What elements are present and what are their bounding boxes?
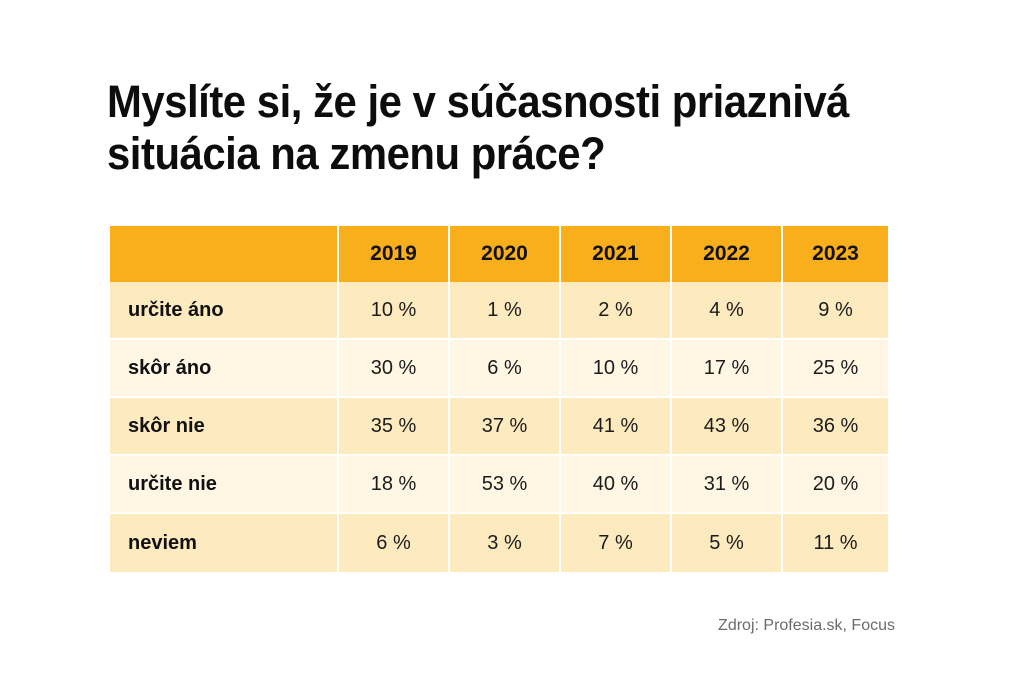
- table-cell: 6 %: [450, 340, 561, 398]
- table-cell: 41 %: [561, 398, 672, 456]
- header-year-2020: 2020: [450, 226, 561, 282]
- table-cell: 3 %: [450, 514, 561, 572]
- table-cell: 6 %: [339, 514, 450, 572]
- table-cell: 25 %: [783, 340, 888, 398]
- header-year-2019: 2019: [339, 226, 450, 282]
- row-label: neviem: [110, 514, 339, 572]
- table-cell: 18 %: [339, 456, 450, 514]
- table-header-row: 2019 2020 2021 2022 2023: [110, 226, 888, 282]
- table-cell: 40 %: [561, 456, 672, 514]
- table-cell: 35 %: [339, 398, 450, 456]
- table-cell: 9 %: [783, 282, 888, 340]
- table-row-urcite-nie: určite nie 18 % 53 % 40 % 31 % 20 %: [110, 456, 888, 514]
- table-row-skor-ano: skôr áno 30 % 6 % 10 % 17 % 25 %: [110, 340, 888, 398]
- table-cell: 31 %: [672, 456, 783, 514]
- table-cell: 30 %: [339, 340, 450, 398]
- table-cell: 36 %: [783, 398, 888, 456]
- table-cell: 53 %: [450, 456, 561, 514]
- table-cell: 11 %: [783, 514, 888, 572]
- table-cell: 37 %: [450, 398, 561, 456]
- row-label: určite nie: [110, 456, 339, 514]
- chart-title: Myslíte si, že je v súčasnosti priaznivá…: [107, 76, 850, 179]
- table-cell: 5 %: [672, 514, 783, 572]
- table-cell: 4 %: [672, 282, 783, 340]
- table-row-skor-nie: skôr nie 35 % 37 % 41 % 43 % 36 %: [110, 398, 888, 456]
- table-cell: 10 %: [561, 340, 672, 398]
- header-year-2021: 2021: [561, 226, 672, 282]
- table-row-urcite-ano: určite áno 10 % 1 % 2 % 4 % 9 %: [110, 282, 888, 340]
- table-cell: 20 %: [783, 456, 888, 514]
- header-year-2022: 2022: [672, 226, 783, 282]
- table-cell: 2 %: [561, 282, 672, 340]
- table-cell: 43 %: [672, 398, 783, 456]
- table-row-neviem: neviem 6 % 3 % 7 % 5 % 11 %: [110, 514, 888, 572]
- table-cell: 17 %: [672, 340, 783, 398]
- table-cell: 7 %: [561, 514, 672, 572]
- data-table: 2019 2020 2021 2022 2023 určite áno 10 %…: [110, 226, 888, 572]
- row-label: skôr áno: [110, 340, 339, 398]
- header-corner-cell: [110, 226, 339, 282]
- table-cell: 10 %: [339, 282, 450, 340]
- table-cell: 1 %: [450, 282, 561, 340]
- row-label: skôr nie: [110, 398, 339, 456]
- header-year-2023: 2023: [783, 226, 888, 282]
- source-note: Zdroj: Profesia.sk, Focus: [718, 617, 895, 634]
- row-label: určite áno: [110, 282, 339, 340]
